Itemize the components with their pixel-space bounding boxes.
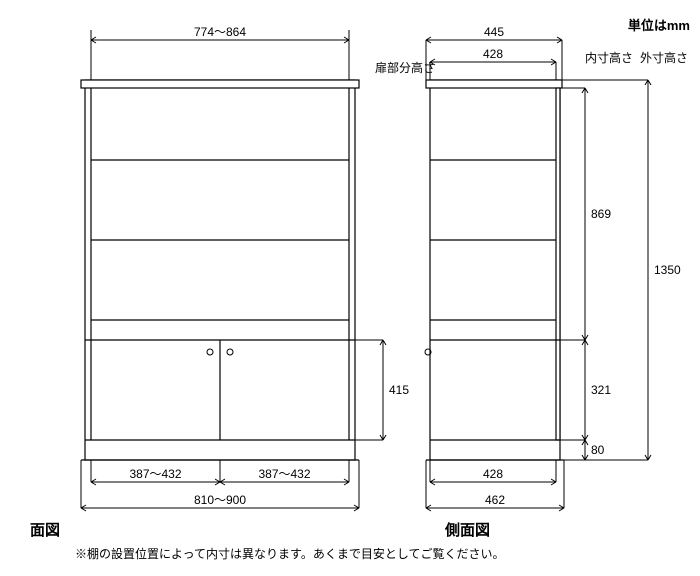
dim-front-half-right: 387～432 [258,467,310,481]
dim-side-top-inner: 428 [483,47,503,61]
label-side-view: 側面図 [444,521,490,539]
dim-side-bottom-inner: 428 [483,467,503,481]
dim-side-80: 80 [591,443,605,457]
dim-front-top-width: 774～864 [194,25,246,39]
dim-side-1350: 1350 [654,263,681,277]
dim-side-869: 869 [591,207,611,221]
dim-side-bottom-outer: 462 [485,493,505,507]
label-unit: 単位はmm [628,18,690,33]
side-view: 内寸高さ外寸高さ側面図 [425,50,688,539]
dim-front-door-h: 415 [389,383,409,397]
label-inner-height: 内寸高さ [585,50,633,65]
drawing-svg: 扉部分高さ面図774～864415387～432387～432810～900内寸… [0,0,700,571]
note-text: ※棚の設置位置によって内寸は異なります。あくまで目安としてご覧ください。 [75,546,504,561]
dim-front-bottom-width: 810～900 [194,493,246,507]
dim-side-321: 321 [591,383,611,397]
dim-side-top-outer: 445 [484,25,504,39]
dim-front-half-left: 387～432 [129,467,181,481]
label-front-view: 面図 [30,522,60,539]
label-outer-height: 外寸高さ [640,50,688,65]
diagram-canvas: 扉部分高さ面図774～864415387～432387～432810～900内寸… [0,0,700,571]
